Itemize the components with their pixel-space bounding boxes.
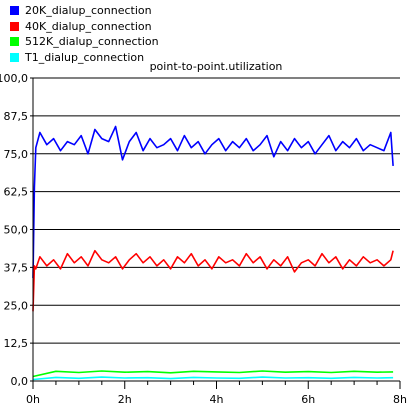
series-line-20k-dialup-connection <box>32 125 394 279</box>
legend-swatch-20k <box>10 6 19 16</box>
y-tick-label: 37,5 <box>4 261 29 274</box>
x-tick-label: 4h <box>210 393 224 406</box>
legend-label-512k: 512K_dialup_connection <box>25 35 159 49</box>
legend-swatch-512k <box>10 37 19 47</box>
legend-label-20k: 20K_dialup_connection <box>25 4 152 18</box>
series-line-t1-dialup-connection <box>32 376 394 381</box>
x-tick-label: 2h <box>118 393 132 406</box>
legend-swatch-40k <box>10 21 19 31</box>
y-tick-label: 12,5 <box>4 337 29 350</box>
y-tick-label: 50,0 <box>4 224 29 237</box>
grid-lines <box>33 77 400 344</box>
x-tick-label: 0h <box>26 393 40 406</box>
x-tick-label: 8h <box>393 393 407 406</box>
legend-item-t1: T1_dialup_connection <box>10 50 159 66</box>
x-tick-label: 6h <box>301 393 315 406</box>
y-tick-label: 87,5 <box>4 110 29 123</box>
series-line-40k-dialup-connection <box>32 249 394 312</box>
y-tick-label: 25,0 <box>4 299 29 312</box>
legend-label-40k: 40K_dialup_connection <box>25 19 152 33</box>
legend-item-40k: 40K_dialup_connection <box>10 19 159 35</box>
chart-title: point-to-point.utilization <box>150 60 283 73</box>
y-tick-label: 100,0 <box>0 72 28 85</box>
y-tick-label: 62,5 <box>4 186 29 199</box>
y-axis-ticks: 0,0 12,5 25,0 37,5 50,0 62,5 75,0 87,5 100,0 <box>0 72 33 388</box>
x-axis-ticks: 0h 2h 4h 6h 8h <box>26 381 407 406</box>
series-line-512k-dialup-connection <box>32 370 394 378</box>
series-lines <box>32 125 394 381</box>
legend-item-20k: 20K_dialup_connection <box>10 3 159 19</box>
legend-swatch-t1 <box>10 52 19 62</box>
legend: 20K_dialup_connection 40K_dialup_connect… <box>10 3 159 65</box>
legend-label-t1: T1_dialup_connection <box>25 50 145 64</box>
legend-item-512k: 512K_dialup_connection <box>10 34 159 50</box>
y-tick-label: 75,0 <box>4 148 29 161</box>
y-tick-label: 0,0 <box>11 375 29 388</box>
